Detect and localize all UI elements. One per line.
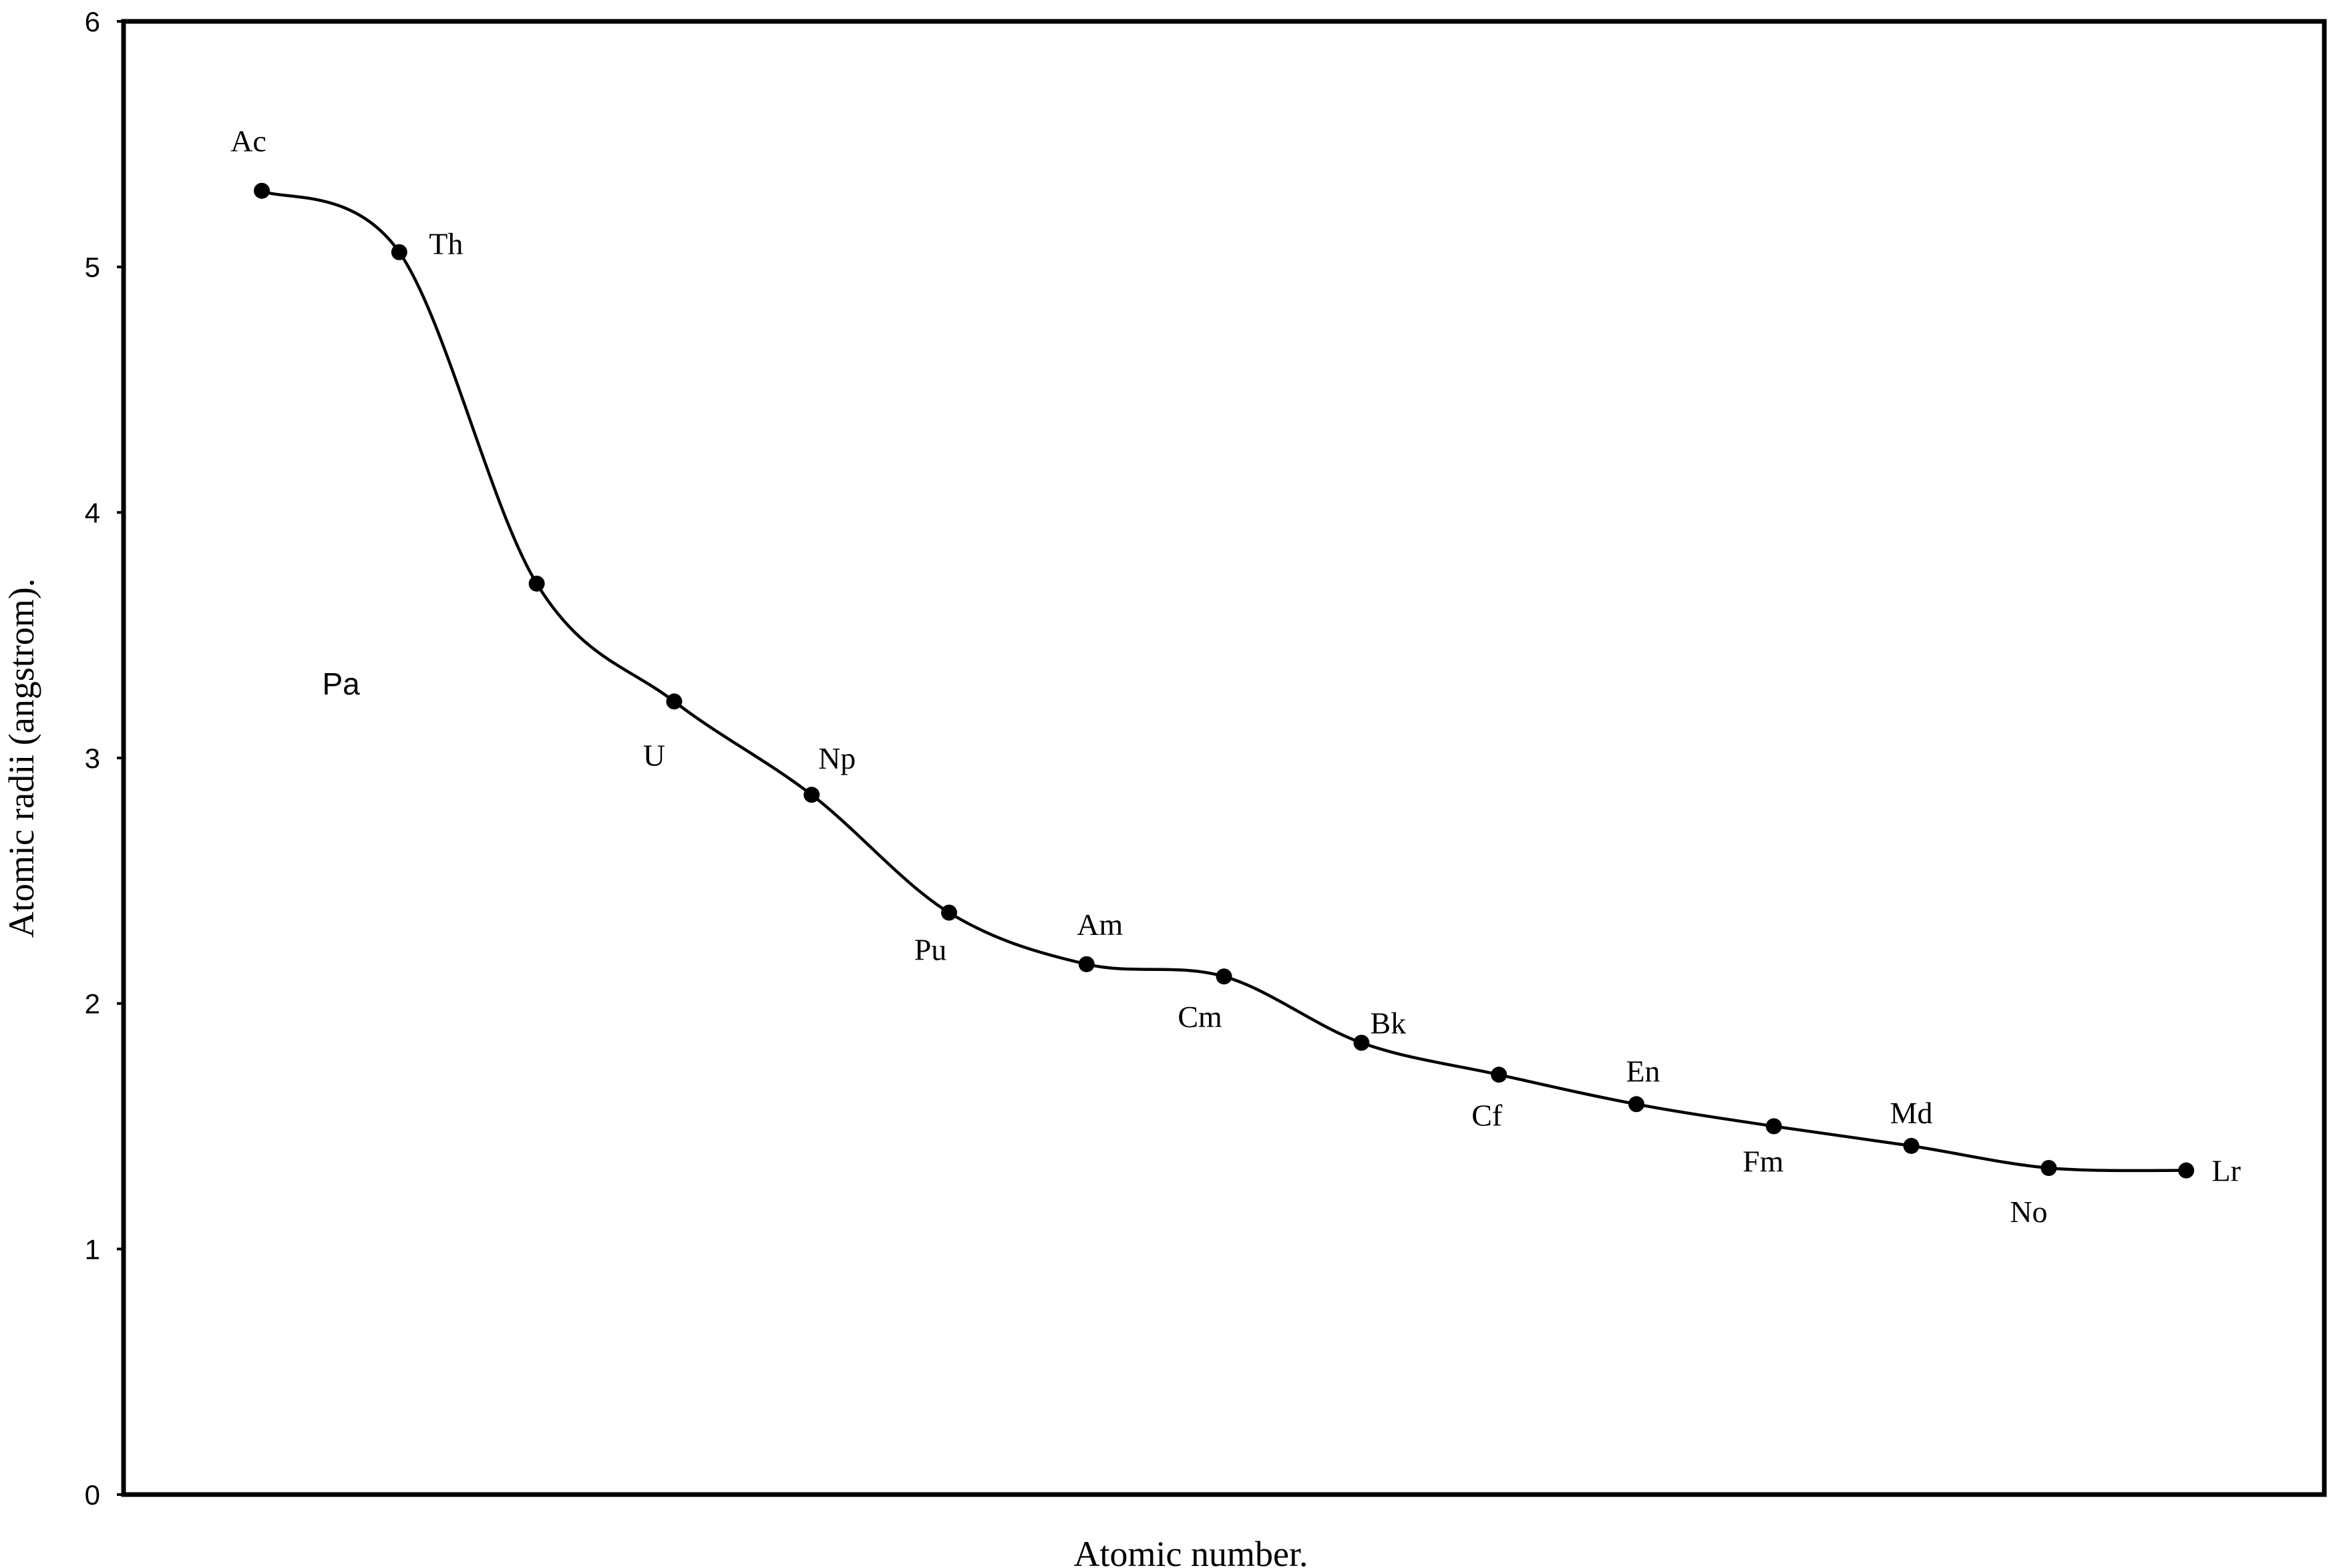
data-label-lr: Lr — [2211, 1154, 2240, 1188]
data-label-en: En — [1626, 1054, 1660, 1088]
data-label-md: Md — [1890, 1096, 1933, 1130]
y-tick-label: 6 — [85, 6, 100, 37]
data-label-u: U — [643, 738, 665, 772]
y-tick-label: 1 — [85, 1233, 100, 1265]
y-tick-label: 3 — [85, 743, 100, 774]
data-point-en — [1628, 1096, 1644, 1113]
data-label-th: Th — [429, 227, 463, 261]
data-point-cm — [1216, 968, 1232, 985]
data-point-cf — [1491, 1066, 1507, 1083]
data-labels: Ac Th Pa U Np Pu Am Cm Bk Cf En Fm Md No Lr — [230, 124, 2241, 1229]
y-axis-title: Atomic radii (angstrom). — [1, 578, 41, 938]
data-label-fm: Fm — [1743, 1145, 1784, 1179]
y-tick-label: 0 — [85, 1479, 100, 1511]
data-label-pa: Pa — [322, 666, 360, 701]
data-point-th — [391, 244, 407, 260]
data-markers — [254, 182, 2195, 1179]
data-label-np: Np — [818, 741, 856, 775]
data-label-am: Am — [1077, 908, 1123, 942]
data-label-no: No — [2010, 1195, 2047, 1229]
data-label-bk: Bk — [1371, 1006, 1407, 1040]
data-point-pa — [528, 575, 545, 592]
data-label-cf: Cf — [1471, 1098, 1503, 1132]
data-point-lr — [2178, 1162, 2195, 1179]
data-point-u — [666, 693, 683, 710]
y-axis-ticks: 0 1 2 3 4 5 6 — [85, 6, 124, 1511]
data-point-am — [1078, 956, 1095, 972]
data-point-np — [803, 787, 820, 803]
data-point-fm — [1765, 1118, 1782, 1135]
data-point-no — [2040, 1160, 2057, 1177]
y-tick-label: 4 — [85, 497, 100, 528]
data-point-md — [1903, 1137, 1920, 1154]
y-tick-label: 5 — [85, 252, 100, 283]
data-point-bk — [1353, 1034, 1370, 1051]
series-line — [261, 189, 2187, 1173]
y-tick-label: 2 — [85, 988, 100, 1020]
data-label-ac: Ac — [230, 124, 266, 158]
x-axis-title: Atomic number. — [1074, 1534, 1308, 1568]
data-label-pu: Pu — [914, 933, 947, 967]
data-point-ac — [254, 182, 270, 199]
data-point-pu — [941, 904, 957, 921]
data-label-cm: Cm — [1178, 1000, 1222, 1034]
